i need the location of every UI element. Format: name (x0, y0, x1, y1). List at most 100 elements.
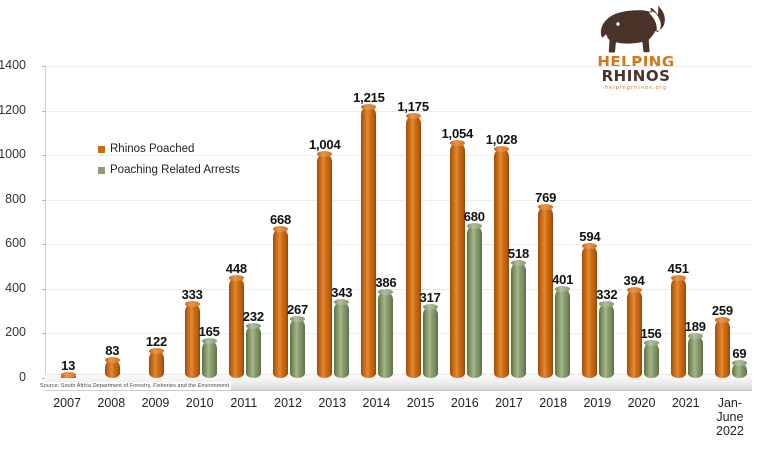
bar-rhinos-poached: 448 (226, 261, 247, 378)
bar-rhinos-poached: 394 (623, 273, 645, 378)
legend-swatch-icon-green (98, 166, 105, 174)
x-axis-tick-line: 2022 (716, 424, 744, 438)
bar-value-label: 1,028 (485, 131, 518, 147)
bar-rhinos-poached: 83 (104, 343, 120, 378)
bar-poaching-related-arrests: 165 (199, 324, 220, 378)
bar-value-label: 317 (419, 290, 441, 306)
gridline (46, 66, 752, 67)
x-axis-tick-line: 2020 (627, 396, 656, 410)
logo-word-helping: HELPING (597, 53, 675, 71)
bar-rhinos-poached: 1,054 (442, 126, 473, 378)
bar-poaching-related-arrests: 232 (243, 309, 264, 378)
x-axis-tick-line: 2009 (141, 396, 170, 410)
bar-value-label: 386 (375, 274, 397, 290)
gridline (46, 110, 752, 112)
bar-poaching-related-arrests: 343 (331, 285, 352, 378)
bar-value-label: 594 (579, 228, 601, 244)
x-axis-tick-label: 2010 (178, 396, 222, 410)
bar-rhinos-poached: 13 (60, 358, 76, 378)
y-axis-tick-mark (42, 155, 46, 157)
y-axis-tick-label: 1400 (0, 58, 26, 72)
bar-poaching-related-arrests: 156 (640, 326, 662, 378)
y-axis-tick-mark (42, 288, 46, 290)
logo-word-rhinos: RHINOS (601, 67, 671, 85)
x-axis-tick-line: 2011 (230, 396, 258, 410)
x-axis-tick-line: Jan- (717, 396, 743, 410)
bar-rhinos-poached: 1,028 (486, 132, 517, 378)
x-axis-tick-line: 2010 (185, 396, 214, 410)
y-axis-tick-label: 1000 (0, 147, 26, 162)
bar-value-label: 259 (711, 303, 733, 319)
x-axis-tick-line: 2017 (495, 396, 523, 410)
x-axis-tick-line: 2015 (406, 396, 435, 410)
x-axis-tick-line: 2019 (583, 396, 612, 410)
y-axis-tick-label: 400 (5, 280, 26, 295)
bar-value-label: 1,175 (397, 99, 429, 115)
bar-value-label: 343 (331, 284, 353, 300)
bar-value-label: 69 (732, 345, 747, 361)
bar-value-label: 232 (242, 309, 264, 325)
legend-item-rhinos-poached: Rhinos Poached (98, 143, 240, 155)
gridline (46, 288, 752, 290)
bar-poaching-related-arrests: 680 (464, 209, 485, 378)
y-axis-tick-mark (42, 333, 46, 335)
bar-value-label: 156 (640, 326, 662, 342)
x-axis-tick-label: 2013 (310, 396, 354, 410)
gridline (46, 155, 752, 157)
x-axis-tick-label: 2019 (575, 396, 619, 410)
x-axis-tick-label: 2017 (487, 396, 531, 410)
x-axis-tick-line: 2008 (97, 396, 126, 410)
bar-value-label: 518 (507, 245, 530, 261)
plot-area: 0 200 400 600 800 1000 1200 1400 (0, 58, 752, 386)
bar-poaching-related-arrests: 332 (596, 287, 618, 378)
bar-value-label: 332 (596, 287, 618, 303)
bar-value-label: 83 (105, 342, 120, 358)
bar-rhinos-poached: 122 (146, 334, 167, 378)
bar-value-label: 13 (61, 358, 76, 373)
bar-rhinos-poached: 1,175 (397, 99, 429, 378)
bars-container: 13 83 122 333 165 448 232 668 267 1,004 343 1,215 38… (45, 66, 752, 378)
bar-value-label: 1,215 (353, 90, 385, 106)
y-axis-tick-mark (42, 244, 46, 246)
bar-value-label: 451 (667, 260, 689, 276)
bar-poaching-related-arrests: 518 (508, 246, 529, 378)
bar-value-label: 1,054 (441, 126, 474, 142)
bar-value-label: 165 (198, 324, 220, 340)
x-axis-tick-label: Jan- June 2022 (708, 396, 752, 438)
bar-value-label: 394 (623, 273, 645, 289)
y-axis-tick-label: 1200 (0, 102, 26, 117)
x-axis-tick-line: 2016 (450, 396, 479, 410)
legend-item-poaching-related-arrests: Poaching Related Arrests (98, 164, 240, 176)
x-axis-tick-line: 2007 (53, 396, 81, 410)
bar-value-label: 267 (286, 301, 309, 317)
x-axis-tick-label: 2016 (443, 396, 487, 410)
x-axis-tick-line: 2018 (539, 396, 568, 410)
x-axis-tick-label: 2009 (133, 396, 177, 410)
x-axis-tick-label: 2015 (399, 396, 443, 410)
x-axis-tick-line: 2012 (274, 396, 302, 410)
bar-value-label: 189 (684, 318, 706, 334)
bar-poaching-related-arrests: 189 (685, 319, 706, 378)
bar-rhinos-poached: 1,215 (353, 90, 385, 378)
bar-rhinos-poached: 1,004 (309, 137, 341, 378)
y-axis-tick-label: 600 (5, 236, 26, 251)
x-axis-labels: 2007 2008 2009 2010 2011 2012 2013 2014 2015 2016… (45, 396, 752, 450)
x-axis-tick-label: 2021 (664, 396, 708, 410)
x-axis-tick-label: 2011 (222, 396, 266, 410)
logo-url-text: helpingrhinos.org (604, 85, 668, 91)
gridline (46, 333, 752, 335)
x-axis-tick-line: 2014 (362, 396, 391, 410)
bar-value-label: 769 (535, 189, 557, 205)
legend-label-rhinos-poached: Rhinos Poached (110, 143, 195, 155)
bar-rhinos-poached: 769 (535, 190, 556, 378)
x-axis-tick-label: 2008 (89, 396, 133, 410)
y-axis-tick-label: 800 (5, 191, 26, 206)
x-axis-tick-line: June (716, 410, 744, 424)
y-axis-tick-mark (42, 110, 46, 112)
y-axis-tick-mark (42, 66, 46, 67)
y-axis-tick-mark (42, 199, 46, 201)
x-axis-tick-label: 2012 (266, 396, 310, 410)
bar-rhinos-poached: 451 (668, 261, 689, 378)
bar-poaching-related-arrests: 386 (375, 275, 397, 378)
